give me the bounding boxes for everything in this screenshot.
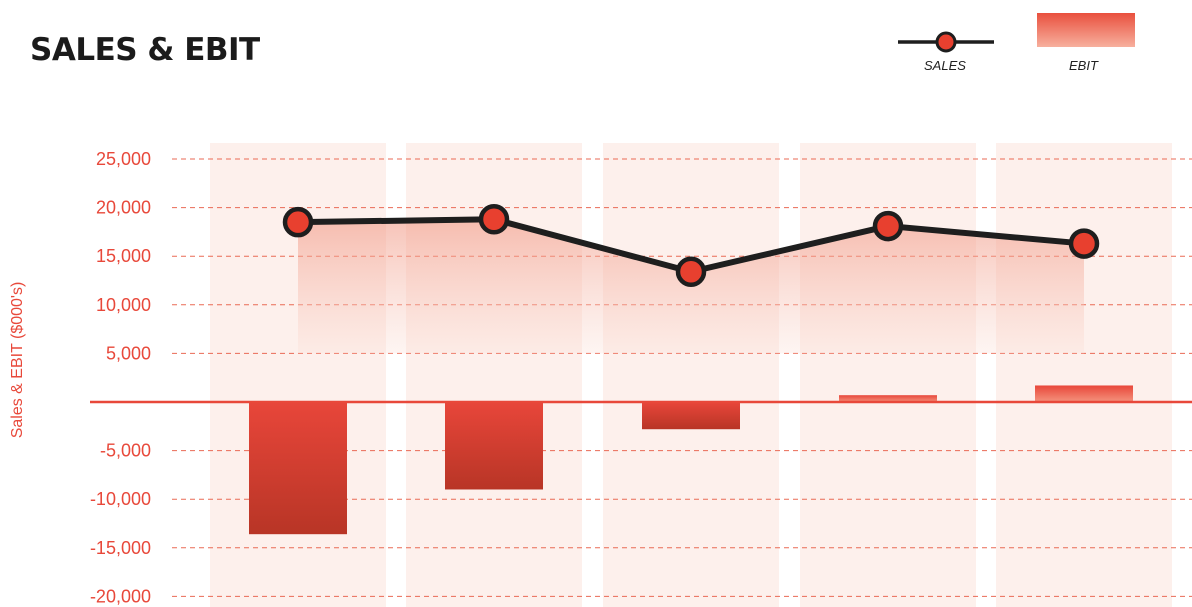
legend-label-sales: SALES	[924, 58, 966, 73]
bar-swatch-icon	[1037, 13, 1135, 47]
y-tick-label: 5,000	[106, 343, 151, 363]
y-tick-label: 15,000	[96, 246, 151, 266]
y-tick-label: -10,000	[90, 489, 151, 509]
sales-point	[675, 256, 707, 288]
ebit-bar	[839, 395, 937, 402]
y-tick-label: 10,000	[96, 295, 151, 315]
y-tick-label: -5,000	[100, 441, 151, 461]
sales-point	[282, 206, 314, 238]
sales-point	[872, 210, 904, 242]
ebit-bar	[1035, 385, 1133, 402]
y-tick-label: 25,000	[96, 149, 151, 169]
category-band-5	[996, 143, 1172, 607]
ebit-bar	[445, 402, 543, 490]
chart-title: SALES & EBIT	[30, 32, 260, 68]
y-tick-label: -20,000	[90, 586, 151, 606]
y-tick-label: -15,000	[90, 538, 151, 558]
ebit-bar	[249, 402, 347, 535]
sales-point	[478, 204, 510, 235]
category-band-3	[603, 143, 779, 607]
sales-point	[1068, 228, 1100, 259]
legend-graphics	[898, 13, 1135, 53]
y-tick-label: 20,000	[96, 198, 151, 218]
ebit-bar	[642, 402, 740, 430]
line-marker-icon	[898, 31, 994, 53]
legend-label-ebit: EBIT	[1069, 58, 1098, 73]
